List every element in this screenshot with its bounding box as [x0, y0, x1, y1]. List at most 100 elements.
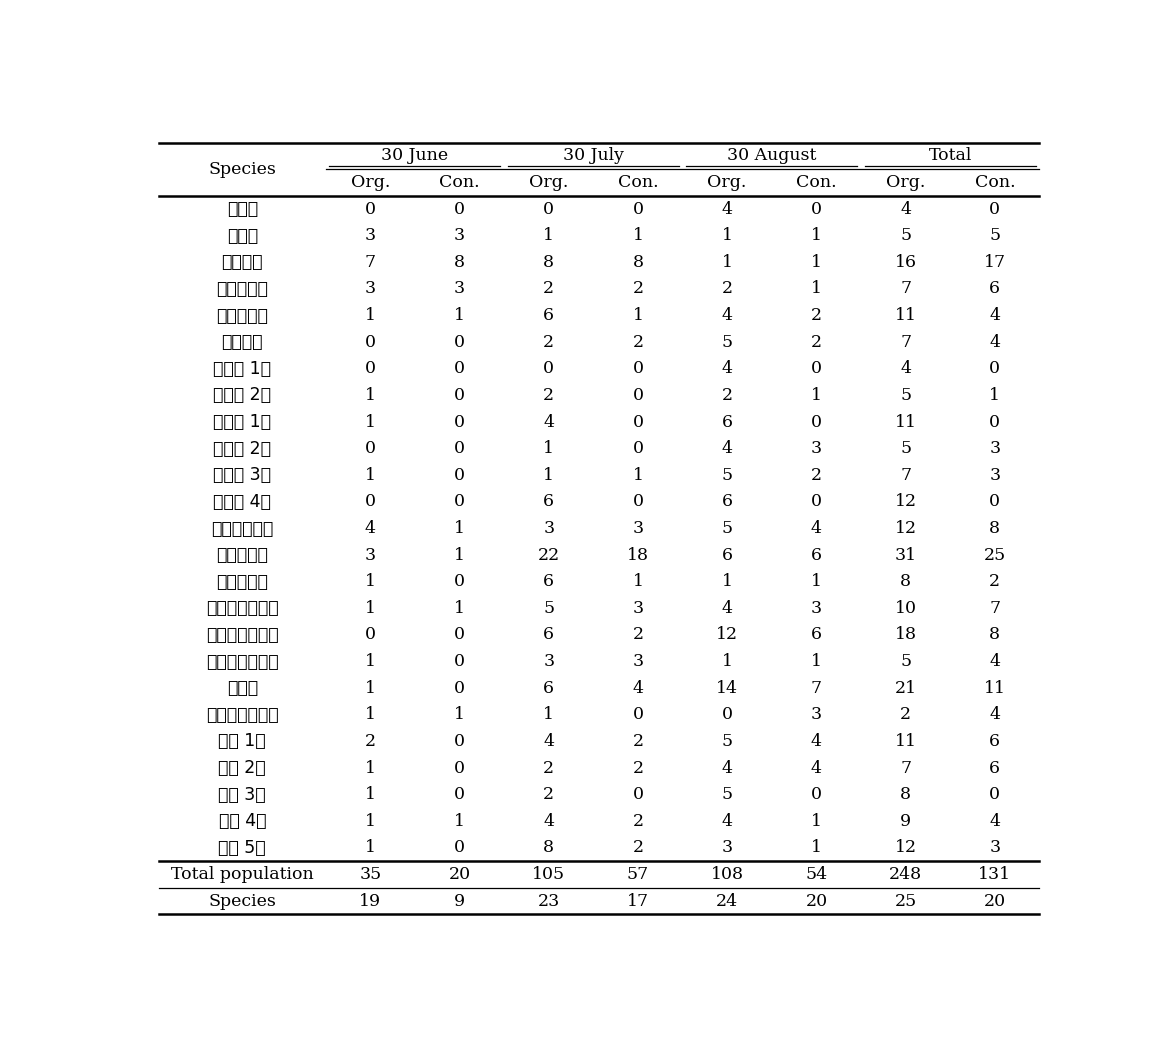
Text: 30 July: 30 July [563, 148, 623, 164]
Text: 108: 108 [711, 866, 743, 883]
Text: 12: 12 [716, 627, 739, 643]
Text: 0: 0 [454, 413, 465, 431]
Text: 늘산적거미: 늘산적거미 [216, 573, 269, 590]
Text: 12: 12 [894, 493, 916, 510]
Text: 5: 5 [721, 520, 733, 537]
Text: Total population: Total population [171, 866, 314, 883]
Text: 0: 0 [454, 680, 465, 696]
Text: 0: 0 [454, 440, 465, 457]
Text: 2: 2 [365, 733, 376, 750]
Text: 3: 3 [454, 227, 465, 245]
Text: 1: 1 [365, 307, 376, 324]
Text: 8: 8 [990, 520, 1000, 537]
Text: 20: 20 [984, 893, 1006, 910]
Text: 17: 17 [627, 893, 649, 910]
Text: 각시염낙거미: 각시염낙거미 [212, 519, 273, 537]
Text: 0: 0 [454, 574, 465, 590]
Text: 1: 1 [454, 307, 465, 324]
Text: 3: 3 [990, 839, 1000, 857]
Text: 0: 0 [454, 201, 465, 218]
Text: 1: 1 [633, 466, 643, 484]
Text: 고치별 2종: 고치별 2종 [213, 386, 271, 404]
Text: 2: 2 [990, 574, 1000, 590]
Text: 0: 0 [633, 413, 643, 431]
Text: 1: 1 [454, 600, 465, 617]
Text: 황산적거미: 황산적거미 [216, 547, 269, 564]
Text: 0: 0 [633, 440, 643, 457]
Text: Con.: Con. [797, 174, 836, 191]
Text: 4: 4 [722, 760, 733, 777]
Text: 털거미: 털거미 [227, 679, 258, 697]
Text: 0: 0 [722, 707, 733, 723]
Text: Con.: Con. [618, 174, 658, 191]
Text: 1: 1 [722, 574, 733, 590]
Text: 1: 1 [365, 600, 376, 617]
Text: 0: 0 [990, 786, 1000, 804]
Text: 18: 18 [894, 627, 916, 643]
Text: 2: 2 [543, 280, 555, 298]
Text: 0: 0 [454, 786, 465, 804]
Text: 1: 1 [722, 227, 733, 245]
Text: 6: 6 [543, 307, 555, 324]
Text: 7: 7 [365, 254, 376, 271]
Text: 4: 4 [900, 360, 911, 377]
Text: 3: 3 [633, 600, 643, 617]
Text: 0: 0 [811, 413, 822, 431]
Text: 131: 131 [978, 866, 1012, 883]
Text: Org.: Org. [529, 174, 569, 191]
Text: 4: 4 [543, 733, 555, 750]
Text: 105: 105 [533, 866, 565, 883]
Text: 0: 0 [454, 360, 465, 377]
Text: 2: 2 [900, 707, 911, 723]
Text: 1: 1 [722, 254, 733, 271]
Text: 2: 2 [543, 334, 555, 351]
Text: 4: 4 [990, 707, 1000, 723]
Text: 5: 5 [900, 227, 911, 245]
Text: 4: 4 [722, 813, 733, 830]
Text: 6: 6 [543, 680, 555, 696]
Text: 1: 1 [811, 653, 822, 670]
Text: 21: 21 [894, 680, 916, 696]
Text: 7: 7 [900, 280, 911, 298]
Text: 수검은깙종거미: 수검은깙종거미 [206, 600, 279, 617]
Text: 0: 0 [454, 334, 465, 351]
Text: 0: 0 [454, 733, 465, 750]
Text: 방아개비: 방아개비 [221, 333, 263, 351]
Text: 2: 2 [543, 387, 555, 404]
Text: 4: 4 [990, 813, 1000, 830]
Text: 11: 11 [894, 733, 916, 750]
Text: 5: 5 [900, 387, 911, 404]
Text: 2: 2 [633, 280, 643, 298]
Text: 1: 1 [454, 520, 465, 537]
Text: 1: 1 [633, 227, 643, 245]
Text: 7: 7 [990, 600, 1000, 617]
Text: 0: 0 [990, 201, 1000, 218]
Text: 5: 5 [721, 786, 733, 804]
Text: 2: 2 [721, 387, 733, 404]
Text: 0: 0 [454, 466, 465, 484]
Text: Org.: Org. [886, 174, 926, 191]
Text: 황갈애접시거미: 황갈애접시거미 [206, 626, 279, 644]
Text: Species: Species [208, 893, 276, 910]
Text: 12: 12 [894, 839, 916, 857]
Text: 1: 1 [543, 227, 555, 245]
Text: 7: 7 [900, 760, 911, 777]
Text: 1: 1 [365, 653, 376, 670]
Text: 1: 1 [454, 547, 465, 563]
Text: 4: 4 [722, 360, 733, 377]
Text: 11: 11 [984, 680, 1006, 696]
Text: 1: 1 [811, 254, 822, 271]
Text: 6: 6 [722, 413, 733, 431]
Text: 1: 1 [811, 387, 822, 404]
Text: 1: 1 [811, 839, 822, 857]
Text: 3: 3 [811, 707, 822, 723]
Text: 30 June: 30 June [381, 148, 449, 164]
Text: 0: 0 [454, 627, 465, 643]
Text: 3: 3 [990, 440, 1000, 457]
Text: 3: 3 [990, 466, 1000, 484]
Text: 0: 0 [365, 334, 376, 351]
Text: 2: 2 [633, 733, 643, 750]
Text: 1: 1 [365, 680, 376, 696]
Text: 3: 3 [454, 280, 465, 298]
Text: 12: 12 [894, 520, 916, 537]
